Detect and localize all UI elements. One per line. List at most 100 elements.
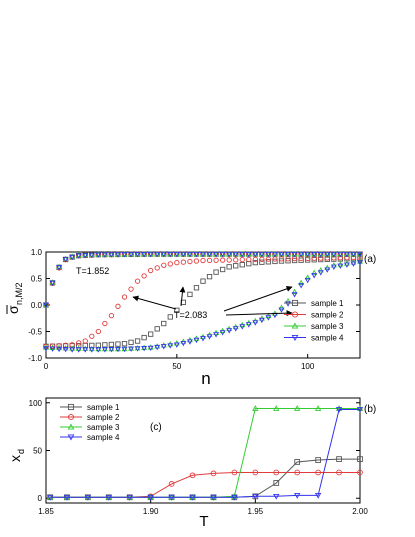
data-point: [219, 266, 226, 273]
data-point: [259, 259, 265, 265]
data-point: [88, 345, 95, 352]
legend-marker-a: [291, 322, 299, 329]
y-tick-label-b: 50: [33, 447, 42, 456]
data-point: [161, 320, 167, 327]
data-point: [226, 251, 233, 258]
data-point: [273, 493, 280, 500]
data-point: [75, 252, 82, 258]
data-point: [200, 251, 206, 258]
series-line: [50, 472, 360, 498]
data-point: [115, 341, 121, 347]
data-point: [75, 345, 82, 351]
data-point: [219, 257, 226, 263]
data-point: [357, 456, 363, 462]
legend-marker-b: [67, 434, 75, 441]
data-point: [167, 261, 173, 267]
x-axis-label-b: T: [199, 513, 208, 530]
panel-label-a: (a): [364, 254, 376, 265]
data-point: [200, 336, 206, 342]
data-point: [121, 341, 128, 347]
data-point: [49, 280, 56, 286]
data-point: [239, 262, 245, 268]
data-point: [114, 252, 121, 258]
data-point: [206, 334, 213, 340]
data-point: [357, 469, 363, 476]
data-point: [134, 252, 141, 258]
series-b-4: [47, 407, 364, 501]
data-point: [168, 481, 175, 487]
data-point: [219, 251, 226, 258]
data-point: [141, 273, 147, 279]
panel-label-b: (b): [364, 404, 376, 415]
data-point: [56, 346, 63, 353]
legend-marker-b: [67, 413, 75, 421]
x-tick-label-a: 0: [44, 362, 49, 371]
y-axis-label-a: σn,M/2: [5, 282, 24, 314]
data-point: [291, 288, 298, 294]
data-point: [108, 252, 115, 258]
data-point: [213, 332, 220, 338]
data-point: [147, 494, 154, 501]
data-point: [265, 256, 272, 262]
data-point: [272, 258, 278, 265]
data-point: [273, 480, 280, 486]
data-point: [167, 251, 174, 258]
data-point: [173, 342, 180, 348]
data-point: [239, 324, 246, 330]
data-point: [291, 257, 298, 264]
data-point: [239, 257, 245, 263]
data-point: [147, 345, 154, 352]
data-point: [330, 251, 337, 258]
annotation-t1852: T=1.852: [76, 266, 109, 276]
data-point: [278, 251, 285, 258]
data-point: [187, 291, 193, 298]
data-point: [206, 257, 213, 263]
y-tick-label-b: 100: [29, 399, 43, 408]
data-point: [233, 257, 239, 263]
data-point: [102, 320, 108, 327]
data-point: [206, 273, 213, 280]
data-point: [298, 283, 305, 289]
data-point: [246, 256, 252, 263]
data-point: [356, 405, 364, 411]
data-point: [148, 331, 154, 337]
data-point: [69, 253, 76, 259]
data-point: [213, 257, 219, 263]
data-point: [273, 469, 280, 476]
y-axis-label-b-main: x: [7, 455, 23, 462]
data-point: [76, 340, 82, 346]
data-point: [180, 340, 187, 347]
y-tick-label-a: -1.0: [28, 354, 42, 363]
legend-label-b: sample 1: [87, 403, 120, 412]
data-point: [305, 257, 311, 263]
legend-label-a: sample 4: [311, 334, 344, 343]
data-point: [278, 304, 285, 310]
data-point: [294, 459, 301, 465]
data-point: [167, 314, 173, 320]
data-point: [105, 494, 112, 501]
data-point: [121, 294, 128, 300]
data-point: [95, 345, 102, 352]
data-point: [232, 326, 239, 332]
data-point: [186, 251, 193, 258]
data-point: [47, 494, 54, 501]
data-point: [147, 251, 154, 258]
data-point: [336, 456, 342, 462]
data-point: [189, 494, 196, 501]
data-point: [193, 251, 200, 258]
data-point: [62, 345, 69, 351]
arrow-2: [179, 286, 186, 307]
x-tick-label-b: 1.95: [248, 507, 264, 516]
data-point: [265, 259, 272, 265]
data-point: [56, 263, 63, 270]
data-point: [168, 494, 175, 501]
data-point: [252, 320, 259, 326]
data-point: [206, 251, 213, 258]
data-point: [141, 334, 147, 341]
data-point: [88, 252, 95, 259]
legend-marker-a: [291, 299, 299, 307]
data-point: [154, 344, 161, 351]
data-point: [56, 344, 63, 351]
data-point: [314, 405, 322, 411]
